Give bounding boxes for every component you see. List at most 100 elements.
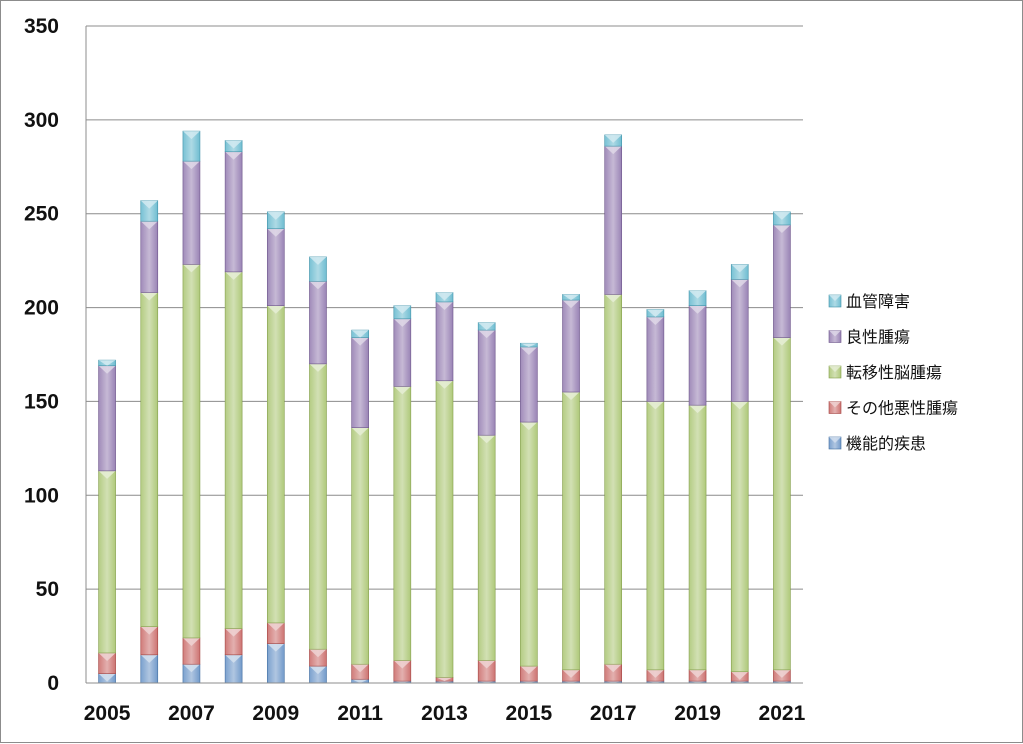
x-tick-label: 2019 [674,702,721,725]
legend-label: 良性腫瘍 [846,328,910,347]
bar-segment [604,294,623,665]
bar-segment [688,290,707,306]
bar-segment [604,663,623,682]
bar-segment [140,626,159,656]
bar-segment [266,305,285,624]
bar-segment [182,130,201,162]
bar-segment [730,279,749,402]
legend-item: 転移性脳腫瘍 [828,363,942,382]
bar-segment [140,292,159,627]
bar-segment [688,404,707,671]
bar-segment [351,663,369,680]
x-tick-label: 2005 [84,702,131,725]
x-tick-label: 2009 [252,702,299,725]
x-tick-label: 2017 [590,702,637,725]
bar-segment [224,151,243,273]
bar-segment [562,299,580,393]
bar-segment [351,678,369,684]
bar-segment [562,669,580,682]
y-tick-label: 150 [24,390,59,413]
bar-segment [773,224,791,338]
bar-segment [266,228,285,306]
y-tick-label: 200 [24,297,59,320]
bar-segment [520,665,538,682]
y-tick-label: 300 [24,109,59,132]
bar-segment [266,211,285,230]
legend-item: 機能的疾患 [828,434,926,453]
bar-segment [773,211,791,226]
legend-label: 機能的疾患 [846,434,926,453]
bar-segment [773,669,791,682]
bar-segment [98,365,116,472]
bar-segment [266,622,285,644]
bar-segment [393,305,412,320]
axes: 0 50 100 150 200 250 300 350 2005 2007 2009 2011 201… [24,15,806,725]
legend-item: その他悪性腫瘍 [828,399,958,418]
x-tick-label: 2021 [759,702,806,725]
bar-segment [730,671,749,682]
bar-segment [182,160,201,265]
bars [98,130,791,684]
bar-segment [140,200,159,222]
bar-segment [646,401,665,671]
bar-segment [477,660,496,682]
bar-segment [266,643,285,684]
bar-segment [182,637,201,665]
bar-segment [140,220,159,293]
bar-segment [646,309,665,318]
legend-item: 血管障害 [828,292,910,311]
x-tick-label: 2015 [505,702,552,725]
bar-segment [562,294,580,301]
bar-segment [309,648,327,667]
bar-segment [182,663,201,684]
bar-segment [309,256,327,282]
x-tick-label: 2013 [421,702,468,725]
bar-segment [688,305,707,406]
x-tick-label: 2011 [337,702,383,725]
bar-segment [646,316,665,402]
bar-segment [435,677,454,682]
bar-segment [773,337,791,671]
bar-segment [351,337,369,429]
bar-segment [98,652,116,674]
bar-segment [309,665,327,684]
bar-segment [477,329,496,436]
bar-segment [646,669,665,682]
bar-segment [224,140,243,153]
bar-segment [351,427,369,665]
bar-segment [393,660,412,682]
legend-label: 転移性脳腫瘍 [846,363,942,382]
bar-segment [351,329,369,338]
bar-segment [140,654,159,684]
bar-segment [730,264,749,280]
bar-segment [688,669,707,682]
bar-segment [520,342,538,348]
bar-segment [393,318,412,387]
bar-segment [309,363,327,650]
bar-segment [224,271,243,629]
bar-segment [604,134,623,147]
bar-segment [730,401,749,673]
bar-segment [520,421,538,667]
legend-item: 良性腫瘍 [828,328,910,347]
bar-segment [604,145,623,295]
bar-segment [98,673,116,684]
bar-segment [224,654,243,684]
y-tick-label: 50 [36,578,59,601]
y-tick-label: 350 [24,15,59,38]
bar-segment [435,380,454,678]
bar-segment [309,280,327,365]
y-tick-label: 100 [24,484,59,507]
bar-segment [477,322,496,331]
legend-label: 血管障害 [846,292,910,311]
bar-segment [224,628,243,656]
bar-segment [393,386,412,661]
legend-label: その他悪性腫瘍 [846,399,958,418]
bar-segment [435,292,454,303]
y-tick-label: 0 [47,672,59,695]
bar-segment [98,359,116,367]
bar-segment [435,301,454,382]
y-tick-label: 250 [24,203,59,226]
